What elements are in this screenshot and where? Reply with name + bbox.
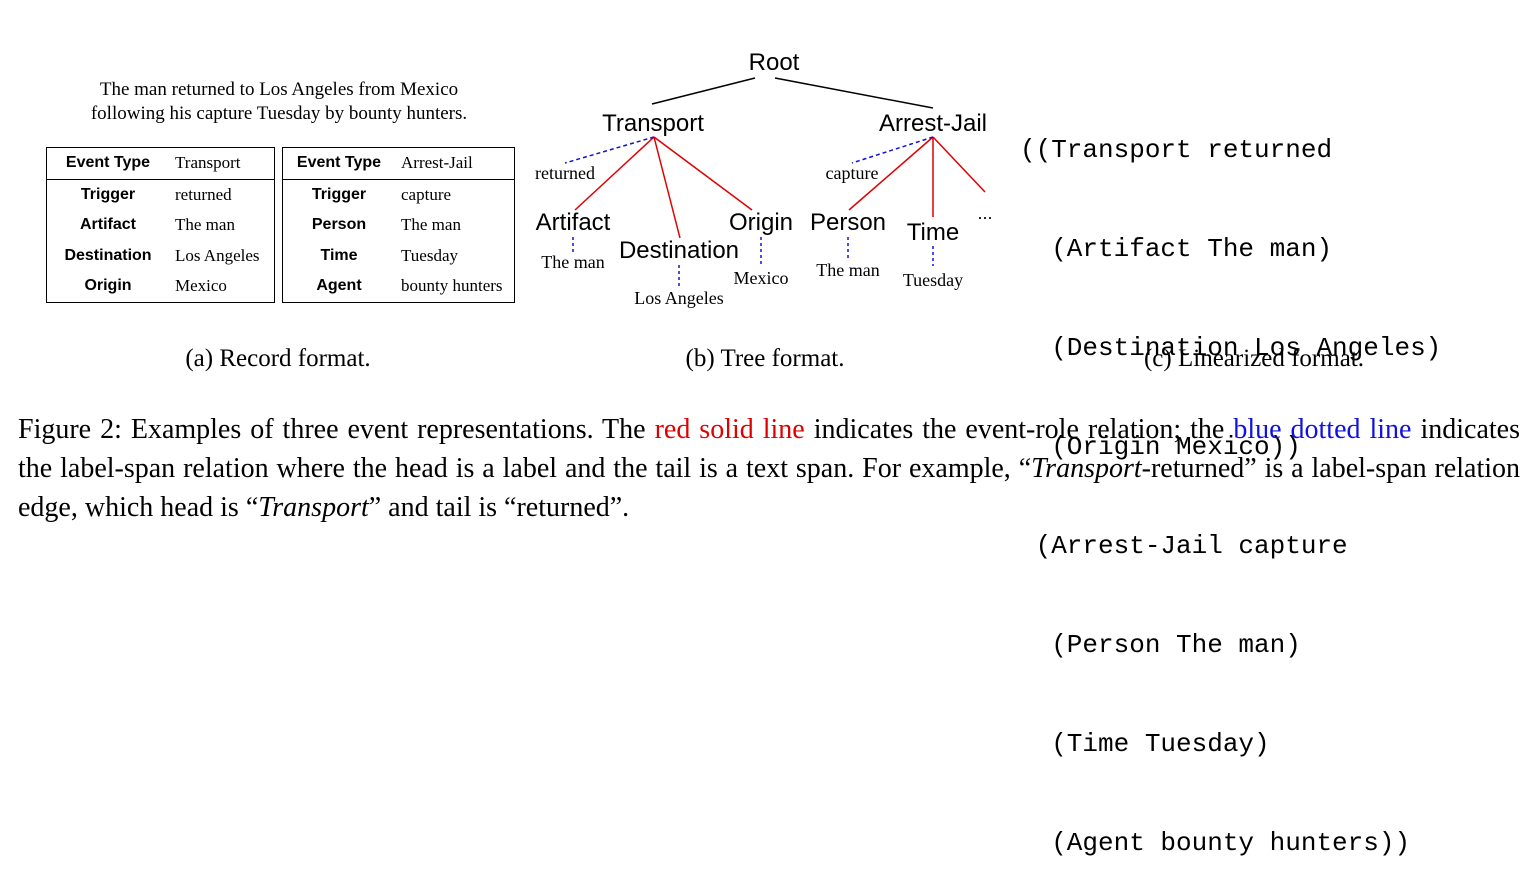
tree-span-mexico: Mexico [733, 268, 789, 288]
caption-italic-text: Transport [258, 492, 369, 523]
figure-caption: Figure 2: Examples of three event repres… [18, 410, 1520, 527]
caption-tree-format: (b) Tree format. [685, 345, 845, 372]
record-value: returned [175, 184, 232, 204]
tree-node-origin: Origin [728, 209, 794, 236]
record-key: Artifact [79, 216, 136, 234]
tree-node-transport: Transport [602, 110, 704, 137]
record-value: The man [175, 215, 235, 235]
role-edge-more [932, 136, 986, 193]
tree-node-ellipsis: ... [977, 203, 993, 223]
record-value: capture [401, 184, 452, 204]
linearized-line: ((Transport returned [1020, 135, 1333, 165]
tree-span-capture: capture [825, 163, 879, 183]
linearized-line: (Agent bounty hunters)) [1020, 828, 1411, 858]
sentence-line-2: following his capture Tuesday by bounty … [90, 103, 468, 124]
record-table-transport: Event Type Transport Trigger returned Arti… [46, 147, 275, 303]
tree-node-person: Person [809, 209, 887, 236]
tree-span-tuesday: Tuesday [902, 270, 964, 290]
role-edge-destination [653, 136, 681, 239]
caption-italic-text: Transport [1031, 453, 1142, 484]
tree-span-the-man-2: The man [816, 260, 880, 280]
record-key: Event Type [46, 147, 169, 180]
caption-linearized-format: (c) Linearized format. [1143, 345, 1364, 372]
caption-text: indicates the label-span relation where … [18, 414, 1520, 484]
span-edge-capture [851, 136, 934, 164]
caption-text: indicates the event-role relation; the [804, 414, 1234, 445]
record-value: Arrest-Jail [395, 147, 515, 180]
table-row: Time Tuesday [283, 241, 515, 272]
caption-text: ” and tail is “returned”. [368, 492, 630, 523]
linearized-line: (Arrest-Jail capture [1020, 531, 1348, 561]
caption-record-format: (a) Record format. [185, 345, 371, 372]
table-row: Origin Mexico [47, 271, 275, 302]
example-sentence: The man returned to Los Angeles from Mex… [40, 78, 518, 126]
table-row: Artifact The man [47, 210, 275, 241]
record-value: Transport [169, 147, 275, 180]
caption-text: Figure 2: Examples of three event repres… [18, 414, 655, 445]
record-key: Trigger [311, 185, 367, 203]
tree-node-time: Time [906, 219, 960, 246]
record-value: Los Angeles [175, 245, 260, 265]
table-row: Person The man [283, 210, 515, 241]
root-edge-arrest-jail [774, 77, 934, 109]
table-row: Event Type Transport [46, 147, 275, 180]
record-key: Time [320, 246, 358, 264]
tree-span-returned: returned [535, 163, 595, 183]
caption-text: -returned” is a label-span relation edge… [18, 453, 1521, 523]
record-key: Person [311, 216, 367, 234]
table-row: Trigger returned [47, 179, 275, 210]
record-key: Event Type [282, 147, 395, 180]
tree-root-node: Root [748, 49, 800, 76]
tree-node-destination: Destination [618, 237, 740, 264]
linearized-line: (Time Tuesday) [1020, 729, 1270, 759]
tree-node-artifact: Artifact [535, 209, 611, 236]
span-edge-returned [564, 136, 655, 164]
caption-blue-text: blue dotted line [1233, 414, 1412, 445]
record-value: bounty hunters [401, 276, 503, 296]
record-key: Agent [316, 277, 362, 295]
tree-edges [564, 77, 986, 287]
record-key: Trigger [80, 185, 136, 203]
tree-span-los-angeles: Los Angeles [634, 288, 724, 308]
role-edge-artifact [574, 136, 655, 211]
linearized-line: (Destination Los Angeles) [1020, 333, 1442, 363]
tree-span-the-man-1: The man [541, 252, 605, 272]
linearized-line: (Origin Mexico)) [1020, 432, 1301, 462]
role-edge-person [848, 136, 934, 211]
sentence-line-1: The man returned to Los Angeles from Mex… [99, 79, 459, 100]
record-value: The man [401, 215, 461, 235]
table-row: Event Type Arrest-Jail [282, 147, 515, 180]
caption-red-text: red solid line [654, 414, 805, 445]
linearized-line: (Artifact The man) [1020, 234, 1333, 264]
tree-node-arrest-jail: Arrest-Jail [878, 110, 988, 137]
record-key: Destination [64, 246, 152, 264]
record-table-arrest-jail: Event Type Arrest-Jail Trigger capture Per… [282, 147, 515, 303]
linearized-line: (Person The man) [1020, 630, 1301, 660]
record-value: Mexico [175, 276, 227, 296]
table-row: Trigger capture [283, 179, 515, 210]
record-key: Origin [84, 277, 132, 295]
root-edge-transport [651, 77, 756, 105]
table-row: Agent bounty hunters [283, 271, 515, 302]
table-row: Destination Los Angeles [47, 241, 275, 272]
record-value: Tuesday [401, 245, 458, 265]
role-edge-origin [653, 136, 753, 211]
